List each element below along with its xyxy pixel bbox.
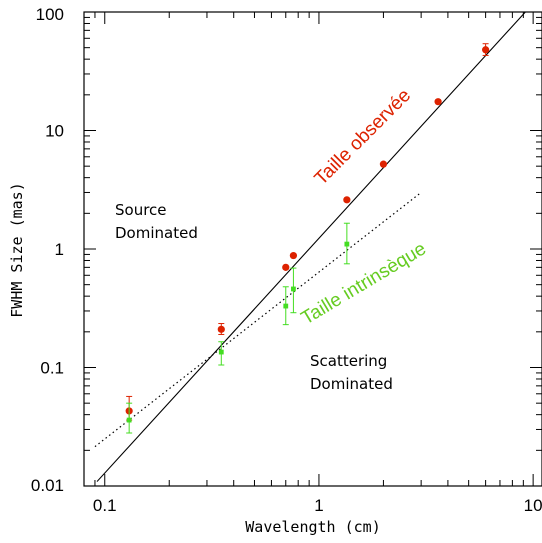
- observed-point: [482, 46, 490, 54]
- y-axis-title: FWHM Size (mas): [8, 182, 26, 317]
- intrinsic-point: [344, 241, 350, 247]
- region-label-source-line1: Source: [115, 201, 167, 219]
- observed-point: [289, 251, 298, 260]
- region-label-source-line2: Dominated: [115, 224, 198, 242]
- axis-ticks: [83, 11, 542, 487]
- observed-point: [282, 263, 290, 271]
- annotation-intrinsic-size: Taille intrinsèque: [298, 238, 430, 329]
- observed-fit-line: [96, 12, 526, 482]
- region-label-scattering-line1: Scattering: [310, 352, 387, 370]
- x-tick-label: 0.1: [93, 496, 117, 515]
- fit-lines: [94, 12, 526, 482]
- region-label-scattering-line2: Dominated: [310, 375, 393, 393]
- observed-point: [217, 325, 225, 333]
- y-tick-label: 10: [45, 122, 64, 141]
- observed-point: [379, 160, 388, 168]
- y-tick-label: 1: [55, 240, 64, 259]
- plot-frame: [83, 11, 542, 487]
- x-tick-label: 1: [314, 496, 323, 515]
- observed-point: [343, 196, 351, 204]
- annotation-observed-size: Taille observée: [311, 85, 415, 189]
- observed-point: [434, 98, 442, 106]
- y-tick-label: 100: [36, 5, 64, 24]
- intrinsic-point: [218, 349, 224, 355]
- intrinsic-fit-line: [94, 191, 422, 448]
- y-tick-label: 0.1: [40, 359, 64, 378]
- y-tick-label: 0.01: [31, 476, 64, 495]
- axis-tick-labels: 0.1 1 10 0.01 0.1 1 10 100: [31, 5, 542, 515]
- x-tick-label: 10: [524, 496, 542, 515]
- intrinsic-point: [291, 286, 296, 292]
- intrinsic-point: [126, 417, 132, 423]
- x-axis-title: Wavelength (cm): [245, 518, 380, 536]
- data-points: [125, 43, 490, 434]
- intrinsic-point: [283, 303, 289, 309]
